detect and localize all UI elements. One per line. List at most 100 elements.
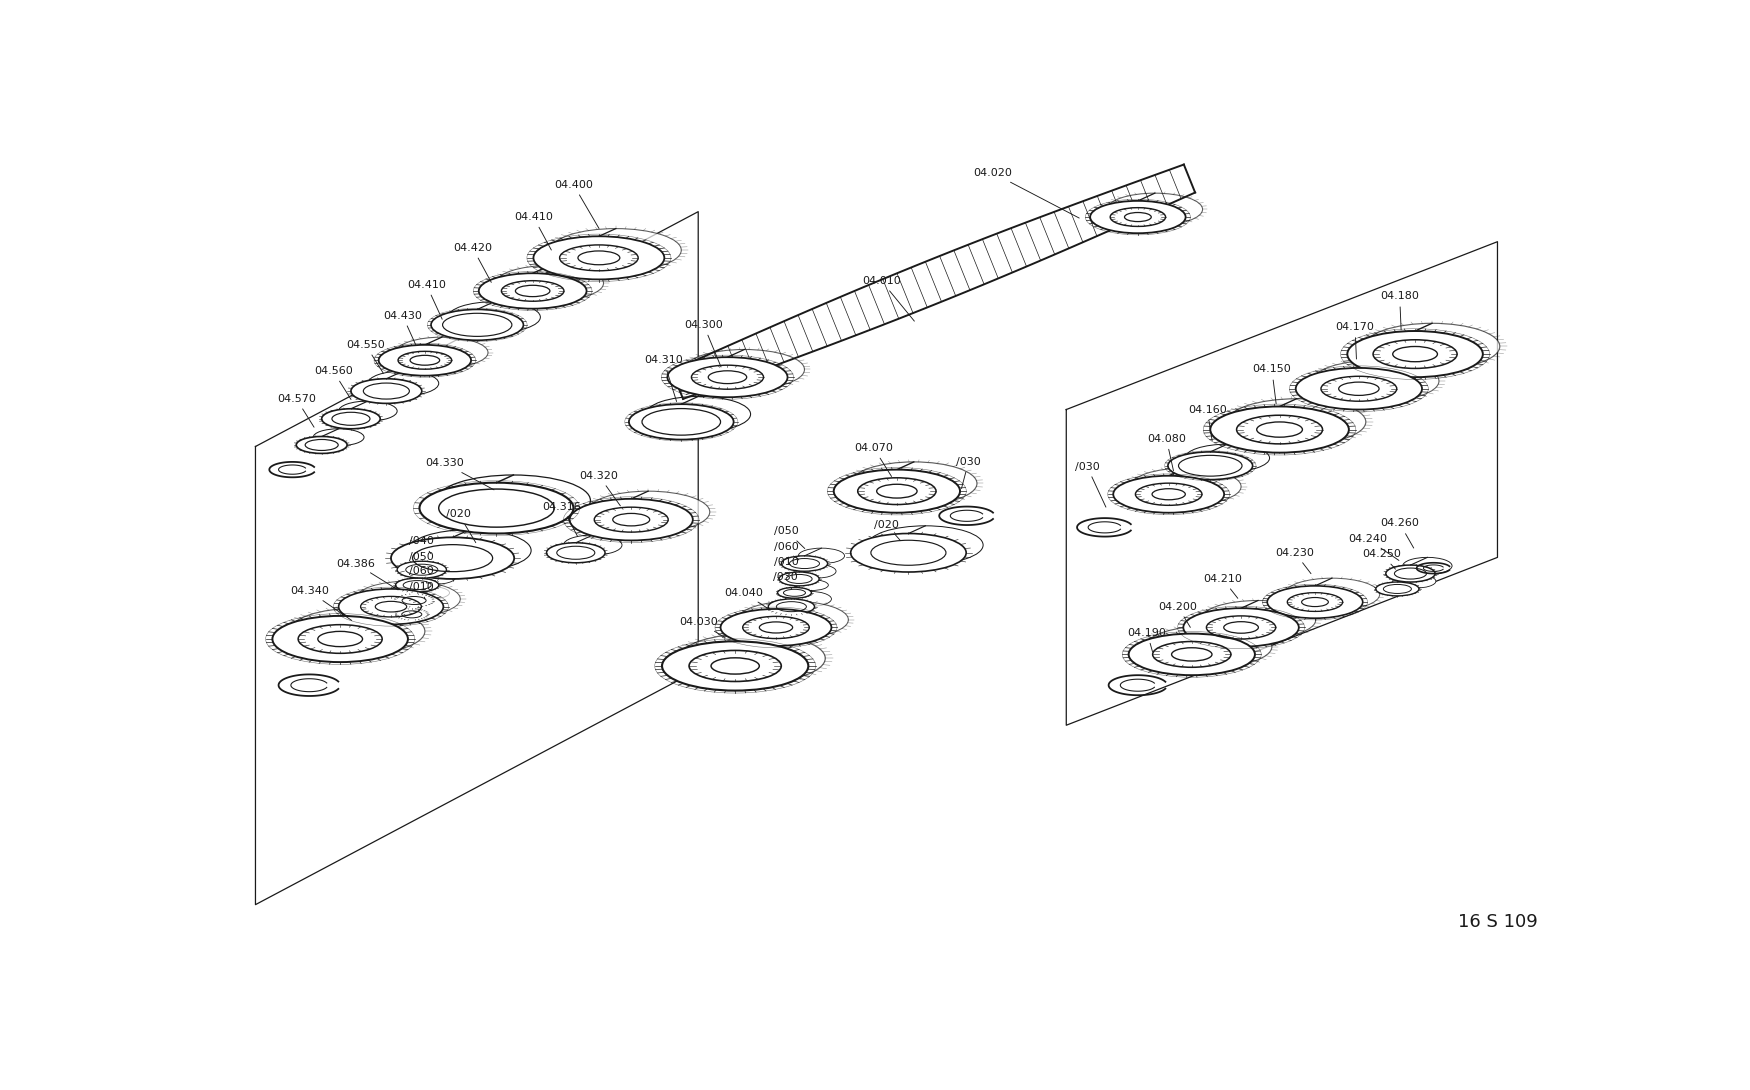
Ellipse shape: [352, 378, 422, 403]
Ellipse shape: [667, 358, 788, 397]
Ellipse shape: [850, 533, 966, 572]
Ellipse shape: [1393, 574, 1435, 589]
Ellipse shape: [1130, 468, 1241, 505]
Ellipse shape: [550, 229, 681, 271]
Ellipse shape: [1404, 557, 1452, 574]
Ellipse shape: [833, 470, 961, 512]
Text: 04.210: 04.210: [1204, 574, 1242, 598]
Ellipse shape: [1146, 626, 1272, 667]
Ellipse shape: [413, 586, 450, 600]
Ellipse shape: [709, 371, 747, 384]
Ellipse shape: [368, 371, 439, 396]
Ellipse shape: [448, 302, 541, 332]
Text: 04.260: 04.260: [1381, 519, 1419, 548]
Ellipse shape: [1302, 597, 1328, 606]
Text: 04.550: 04.550: [346, 340, 385, 373]
Text: 04.420: 04.420: [453, 243, 492, 282]
Ellipse shape: [273, 616, 408, 662]
Ellipse shape: [1386, 565, 1435, 582]
Text: 04.560: 04.560: [313, 366, 352, 400]
Text: 04.430: 04.430: [383, 311, 422, 346]
Text: 04.190: 04.190: [1127, 628, 1167, 652]
Ellipse shape: [710, 658, 760, 674]
Text: 04.150: 04.150: [1253, 364, 1292, 403]
Text: 04.070: 04.070: [854, 443, 892, 476]
Ellipse shape: [780, 556, 828, 571]
Ellipse shape: [1256, 422, 1302, 437]
Ellipse shape: [628, 404, 733, 439]
Ellipse shape: [1227, 399, 1365, 445]
Ellipse shape: [586, 492, 710, 533]
Text: 04.410: 04.410: [514, 213, 553, 250]
Text: 04.230: 04.230: [1276, 548, 1314, 573]
Ellipse shape: [679, 633, 826, 683]
Ellipse shape: [1393, 347, 1437, 362]
Text: 04.330: 04.330: [425, 459, 493, 489]
Ellipse shape: [684, 350, 805, 389]
Ellipse shape: [1348, 331, 1482, 377]
Ellipse shape: [564, 535, 621, 555]
Ellipse shape: [1365, 324, 1500, 370]
Ellipse shape: [796, 565, 836, 578]
Ellipse shape: [786, 591, 831, 607]
Ellipse shape: [1185, 445, 1269, 472]
Text: /010: /010: [775, 557, 800, 573]
Ellipse shape: [779, 572, 819, 585]
Text: /060: /060: [775, 542, 800, 560]
Text: 04.410: 04.410: [408, 280, 446, 319]
Ellipse shape: [340, 401, 397, 421]
Text: 04.400: 04.400: [555, 180, 598, 229]
Text: 04.570: 04.570: [276, 393, 315, 427]
Ellipse shape: [798, 548, 845, 564]
Text: /040: /040: [410, 536, 434, 554]
Ellipse shape: [578, 251, 620, 265]
Text: /050: /050: [775, 526, 805, 548]
Ellipse shape: [397, 561, 446, 578]
Ellipse shape: [612, 513, 649, 525]
Ellipse shape: [1129, 633, 1255, 675]
Text: 04.310: 04.310: [644, 355, 682, 401]
Ellipse shape: [322, 409, 380, 428]
Ellipse shape: [1152, 488, 1185, 500]
Text: /010: /010: [410, 582, 434, 600]
Text: 04.250: 04.250: [1363, 549, 1402, 569]
Text: 04.020: 04.020: [973, 168, 1080, 218]
Text: 04.240: 04.240: [1348, 534, 1398, 560]
Text: 04.010: 04.010: [863, 276, 914, 322]
Ellipse shape: [378, 344, 471, 376]
Text: 04.080: 04.080: [1146, 434, 1186, 471]
Ellipse shape: [721, 609, 831, 646]
Ellipse shape: [777, 588, 812, 598]
Ellipse shape: [289, 608, 425, 654]
Text: 04.170: 04.170: [1335, 323, 1374, 359]
Ellipse shape: [768, 600, 814, 615]
Text: /030: /030: [774, 572, 798, 589]
Text: 04.300: 04.300: [684, 319, 723, 367]
Text: 04.030: 04.030: [679, 617, 724, 638]
Text: /060: /060: [410, 566, 434, 583]
Ellipse shape: [408, 530, 532, 571]
Ellipse shape: [313, 428, 364, 446]
Ellipse shape: [868, 525, 984, 565]
Text: 04.316: 04.316: [542, 501, 581, 536]
Text: /020: /020: [446, 509, 476, 543]
Ellipse shape: [1125, 213, 1152, 221]
Text: /030: /030: [1074, 461, 1106, 507]
Ellipse shape: [436, 475, 590, 525]
Ellipse shape: [877, 484, 917, 498]
Ellipse shape: [546, 543, 606, 562]
Ellipse shape: [534, 237, 665, 279]
Ellipse shape: [662, 641, 808, 691]
Ellipse shape: [737, 602, 849, 639]
Ellipse shape: [646, 397, 751, 432]
Text: 04.386: 04.386: [336, 558, 397, 590]
Ellipse shape: [1200, 601, 1316, 639]
Ellipse shape: [396, 594, 432, 607]
Ellipse shape: [1284, 578, 1379, 610]
Ellipse shape: [1108, 193, 1202, 226]
Text: 04.180: 04.180: [1381, 291, 1419, 330]
Ellipse shape: [413, 602, 444, 613]
Ellipse shape: [1167, 452, 1253, 480]
Ellipse shape: [1267, 585, 1363, 618]
Text: 04.340: 04.340: [290, 586, 352, 620]
